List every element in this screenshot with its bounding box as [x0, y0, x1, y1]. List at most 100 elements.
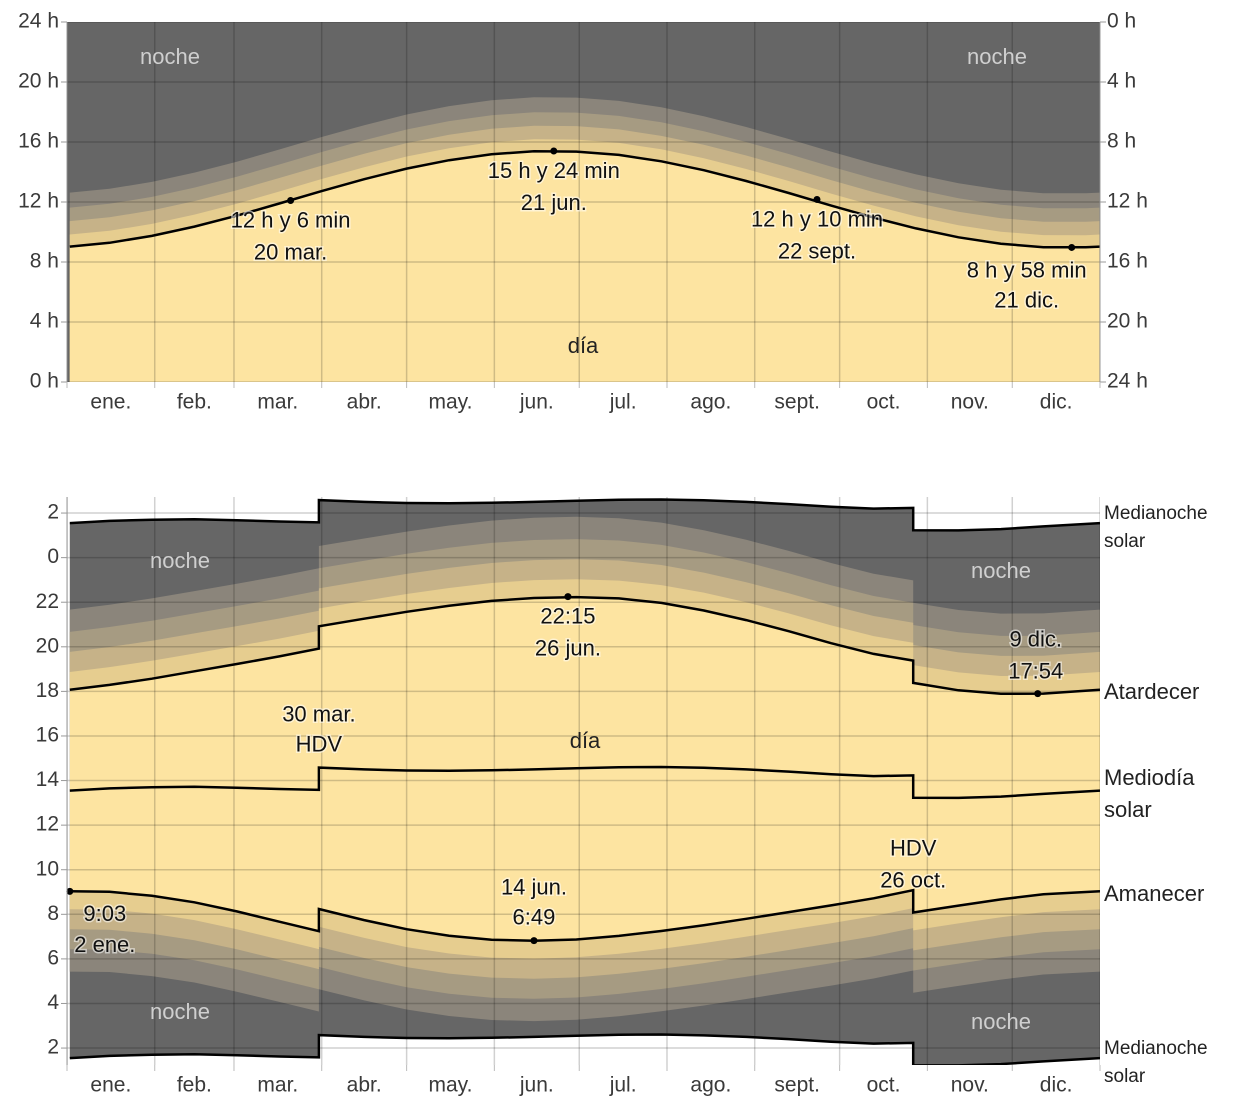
x-tick-label: dic.	[1040, 1074, 1073, 1097]
y-tick-label: 10	[36, 857, 59, 880]
y2-tick-label: 0 h	[1107, 10, 1136, 33]
x-tick-label: mar.	[257, 1074, 298, 1097]
series-label: Amanecer	[1104, 881, 1205, 906]
y-tick-label: 2	[47, 501, 59, 524]
y2-tick-label: 8 h	[1107, 130, 1136, 153]
series-label: Medianoche solar	[1104, 503, 1208, 552]
x-tick-label: nov.	[951, 1074, 989, 1097]
annotation-point	[1068, 243, 1076, 251]
series-label-box: Mediodía solar	[1104, 765, 1195, 822]
series-line	[69, 595, 1100, 696]
series-label-box: Medianoche solar	[1104, 503, 1208, 552]
y-tick-label: 2	[47, 1036, 59, 1059]
annotation-text: 9 dic.	[1009, 626, 1062, 651]
annotation-text: 20 mar.	[254, 239, 327, 264]
region-label: noche	[967, 44, 1027, 69]
annotation-text: 17:54	[1008, 658, 1063, 683]
y2-tick-label: 4 h	[1107, 70, 1136, 93]
annotation-point	[66, 887, 74, 895]
series-label: Atardecer	[1104, 679, 1200, 704]
y-tick-label: 12	[36, 813, 59, 836]
x-tick-label: oct.	[867, 1074, 901, 1097]
y-tick-label: 20	[36, 634, 59, 657]
plot: noche noche día 12 h y 6 min 20 mar. 15 h y 2…	[18, 10, 1148, 414]
twilight-band	[69, 516, 1100, 694]
series-line	[69, 498, 1100, 532]
x-tick-label: feb.	[177, 1074, 212, 1097]
plot-area	[67, 497, 1100, 1065]
x-tick-label: ene.	[90, 1074, 131, 1097]
plot-area	[67, 22, 1100, 382]
y-tick-label: 22	[36, 590, 59, 613]
annotation-text: 12 h y 6 min	[231, 207, 351, 232]
annotation-text: HDV	[890, 836, 937, 861]
annotation-point	[550, 147, 558, 155]
region-label: noche	[150, 999, 210, 1024]
annotation-text: 22:15	[540, 603, 595, 628]
region-label: noche	[971, 558, 1031, 583]
x-tick-label: may.	[429, 391, 473, 414]
annotation-text: 12 h y 10 min	[751, 206, 883, 231]
x-tick-label: mar.	[257, 391, 298, 414]
y-tick-label: 24 h	[18, 10, 59, 33]
x-tick-label: jun.	[519, 1074, 554, 1097]
y-tick-label: 12 h	[18, 190, 59, 213]
annotation-text: 8 h y 58 min	[967, 257, 1087, 282]
annotation-text: 2 ene.	[74, 932, 135, 957]
annotation-point	[813, 195, 821, 203]
x-tick-label: dic.	[1040, 391, 1073, 414]
series-label-box: Atardecer	[1104, 679, 1200, 704]
series-line	[69, 765, 1100, 800]
x-tick-label: ago.	[690, 391, 731, 414]
y2-tick-label: 12 h	[1107, 190, 1148, 213]
y-tick-label: 8 h	[30, 250, 59, 273]
y-tick-label: 6	[47, 946, 59, 969]
annotation-text: 6:49	[513, 904, 556, 929]
annotation-point	[564, 593, 572, 601]
annotation-text: 26 oct.	[880, 868, 946, 893]
twilight-band	[69, 579, 1100, 694]
y2-tick-label: 20 h	[1107, 310, 1148, 333]
series-label: Mediodía solar	[1104, 765, 1195, 822]
region-label: noche	[140, 44, 200, 69]
annotation-text: 9:03	[83, 901, 126, 926]
annotation-text: HDV	[296, 731, 343, 756]
twilight-band	[69, 559, 1100, 694]
x-tick-label: jul.	[609, 1074, 637, 1097]
region-label: noche	[971, 1009, 1031, 1034]
y-tick-label: 0 h	[30, 370, 59, 393]
x-tick-label: sept.	[774, 1074, 820, 1097]
y-tick-label: 14	[36, 768, 60, 791]
region-label: día	[570, 728, 601, 753]
annotation-point	[1034, 690, 1042, 698]
annotation-text: 26 jun.	[535, 635, 601, 660]
y-tick-label: 16 h	[18, 130, 59, 153]
x-tick-label: nov.	[951, 391, 989, 414]
y-tick-label: 4 h	[30, 310, 59, 333]
y-tick-label: 16	[36, 724, 59, 747]
x-tick-label: jun.	[519, 391, 554, 414]
annotation-text: 30 mar.	[282, 701, 355, 726]
x-tick-label: feb.	[177, 391, 212, 414]
annotation-point	[287, 197, 295, 204]
y-tick-label: 0	[47, 545, 59, 568]
annotation-point	[530, 937, 538, 945]
x-tick-label: oct.	[867, 391, 901, 414]
twilight-band	[69, 539, 1100, 694]
daylight-line	[69, 150, 1100, 249]
y2-tick-label: 16 h	[1107, 250, 1148, 273]
x-tick-label: ago.	[690, 1074, 731, 1097]
annotation-text: 15 h y 24 min	[488, 158, 620, 183]
y-tick-label: 4	[47, 991, 59, 1014]
annotation-text: 14 jun.	[501, 874, 567, 899]
series-label: Medianoche solar	[1104, 1038, 1208, 1087]
annotation-text: 21 dic.	[994, 287, 1059, 312]
region-label: noche	[150, 548, 210, 573]
series-label-box: Medianoche solar	[1104, 1038, 1208, 1087]
region-label: día	[568, 333, 599, 358]
y-tick-label: 8	[47, 902, 59, 925]
series-label-box: Amanecer	[1104, 881, 1205, 906]
